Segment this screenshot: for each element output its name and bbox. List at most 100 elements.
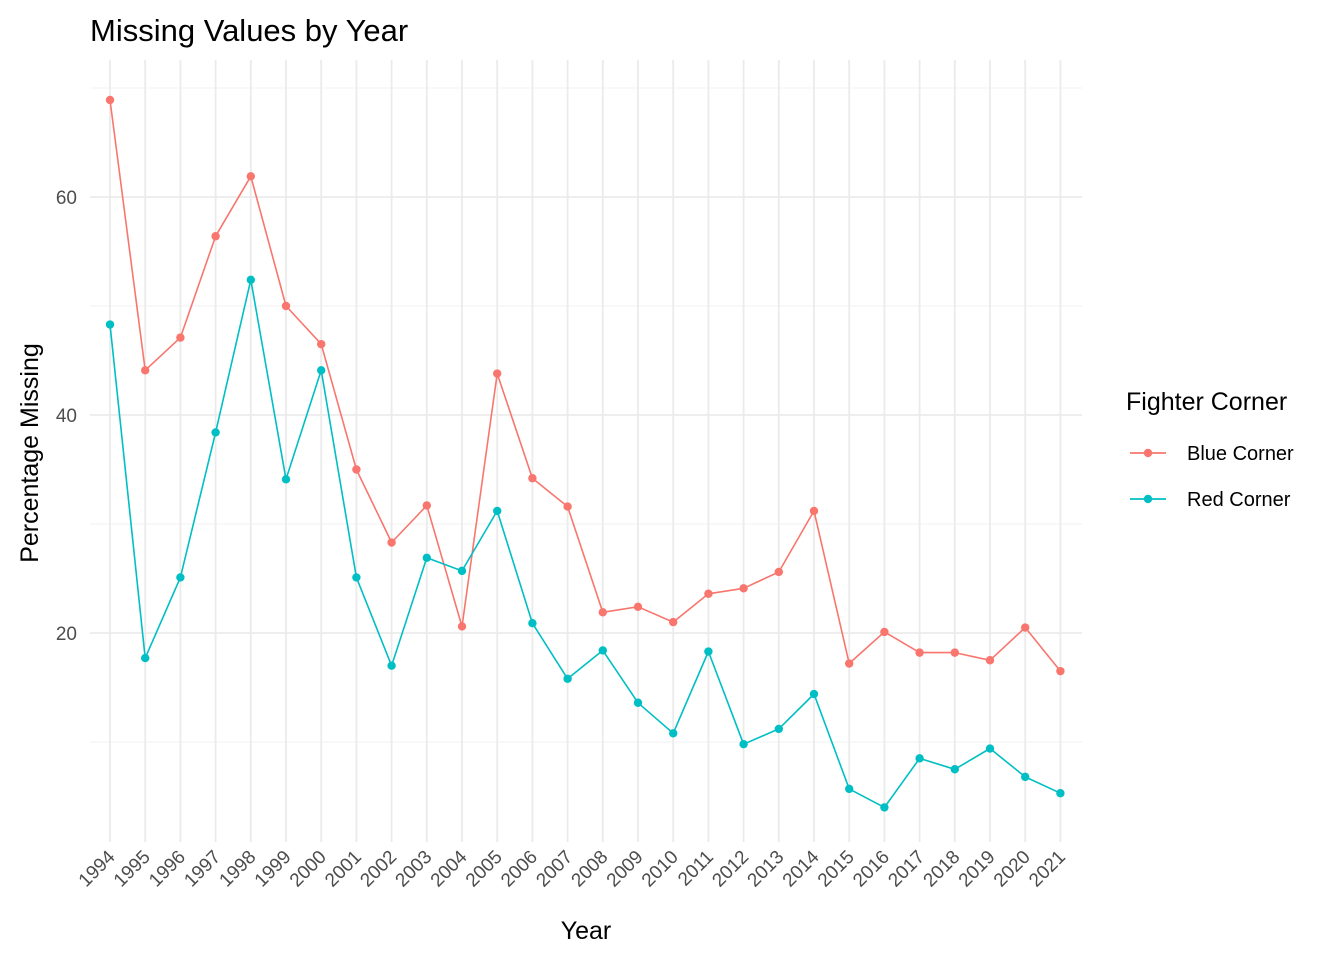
x-tick-label: 1995 xyxy=(110,847,155,892)
x-tick-label: 2016 xyxy=(849,847,894,892)
data-point-blue-corner xyxy=(105,95,115,105)
data-point-red-corner xyxy=(281,475,291,484)
data-point-blue-corner xyxy=(493,369,502,378)
data-point-red-corner xyxy=(387,661,396,670)
chart-title: Missing Values by Year xyxy=(90,13,408,48)
data-point-blue-corner xyxy=(317,339,326,349)
data-point-blue-corner xyxy=(422,501,431,510)
data-point-red-corner xyxy=(211,428,220,437)
x-tick-label: 2004 xyxy=(427,846,472,891)
data-point-red-corner xyxy=(704,647,713,656)
data-point-red-corner xyxy=(1020,772,1030,782)
x-tick-label: 2013 xyxy=(744,847,789,892)
data-point-blue-corner xyxy=(141,366,150,375)
y-axis-title: Percentage Missing xyxy=(16,343,44,563)
data-point-blue-corner xyxy=(457,622,467,631)
series-red-corner xyxy=(105,275,1065,812)
data-point-blue-corner xyxy=(633,602,643,612)
y-tick-label: 40 xyxy=(56,406,77,427)
data-point-red-corner xyxy=(105,320,115,329)
x-tick-label: 2003 xyxy=(392,847,437,892)
data-point-red-corner xyxy=(633,698,643,707)
data-point-blue-corner xyxy=(563,502,572,511)
data-point-red-corner xyxy=(845,784,854,794)
data-point-red-corner xyxy=(774,724,783,734)
series-line-red-corner xyxy=(109,278,1061,809)
data-point-blue-corner xyxy=(246,172,255,181)
x-tick-label: 1999 xyxy=(251,847,296,892)
data-point-red-corner xyxy=(352,573,361,582)
data-point-red-corner xyxy=(563,674,572,683)
legend-label-blue-corner: Blue Corner xyxy=(1187,443,1294,465)
series-blue-corner xyxy=(105,95,1065,676)
data-point-red-corner xyxy=(422,553,431,562)
x-tick-label: 1998 xyxy=(216,847,261,892)
y-tick-label: 20 xyxy=(56,624,77,645)
x-tick-label: 2010 xyxy=(638,847,683,892)
legend-title: Fighter Corner xyxy=(1126,388,1287,416)
data-point-red-corner xyxy=(246,275,255,285)
data-point-blue-corner xyxy=(176,333,185,342)
data-point-blue-corner xyxy=(809,506,819,516)
legend-marker-red-corner xyxy=(1143,494,1153,504)
x-tick-label: 2020 xyxy=(990,847,1035,892)
x-tick-label: 1997 xyxy=(180,847,225,892)
x-tick-label: 2017 xyxy=(884,847,929,892)
x-tick-label: 1996 xyxy=(145,847,190,892)
data-point-blue-corner xyxy=(880,627,889,637)
x-tick-label: 2012 xyxy=(708,847,753,892)
data-point-blue-corner xyxy=(281,301,291,311)
x-tick-label: 2002 xyxy=(356,847,401,892)
x-tick-label: 2000 xyxy=(286,847,331,892)
legend-label-red-corner: Red Corner xyxy=(1187,489,1291,511)
data-point-red-corner xyxy=(528,618,537,628)
grid xyxy=(90,60,1082,842)
data-point-blue-corner xyxy=(985,656,995,665)
data-point-blue-corner xyxy=(598,608,607,617)
data-point-red-corner xyxy=(739,739,748,749)
legend: Fighter Corner Blue Corner Red Corner xyxy=(1126,388,1294,511)
data-point-red-corner xyxy=(880,803,889,812)
data-point-blue-corner xyxy=(950,648,959,657)
data-point-blue-corner xyxy=(845,659,854,668)
series-line-blue-corner xyxy=(109,99,1062,672)
data-point-red-corner xyxy=(457,566,467,576)
data-point-blue-corner xyxy=(211,232,220,241)
data-point-red-corner xyxy=(317,366,326,375)
data-point-red-corner xyxy=(493,506,502,516)
data-point-red-corner xyxy=(809,689,819,699)
x-tick-label: 2011 xyxy=(674,847,718,891)
data-point-red-corner xyxy=(176,573,185,582)
data-point-red-corner xyxy=(915,754,924,763)
x-tick-label: 2008 xyxy=(568,847,613,892)
x-tick-label: 2005 xyxy=(462,847,507,892)
data-point-blue-corner xyxy=(739,584,748,593)
data-point-red-corner xyxy=(950,765,959,774)
data-point-red-corner xyxy=(669,729,678,738)
data-point-red-corner xyxy=(598,646,607,655)
data-point-blue-corner xyxy=(387,538,396,547)
data-point-blue-corner xyxy=(352,465,361,474)
x-tick-label: 1994 xyxy=(75,846,120,891)
data-point-red-corner xyxy=(985,744,995,753)
data-point-blue-corner xyxy=(915,648,924,657)
data-point-red-corner xyxy=(141,653,150,663)
x-tick-label: 2007 xyxy=(532,847,577,892)
data-point-blue-corner xyxy=(1056,666,1065,676)
legend-marker-blue-corner xyxy=(1143,448,1153,458)
data-point-red-corner xyxy=(1056,789,1065,798)
x-tick-label: 2015 xyxy=(814,847,859,892)
x-tick-label: 2001 xyxy=(321,847,366,892)
x-tick-label: 2021 xyxy=(1025,847,1070,892)
y-tick-label: 60 xyxy=(56,188,77,209)
x-tick-label: 2014 xyxy=(779,846,824,891)
y-axis-ticks: 20 40 60 xyxy=(56,188,77,645)
x-tick-label: 2006 xyxy=(497,847,542,892)
x-tick-label: 2009 xyxy=(603,847,648,892)
data-point-blue-corner xyxy=(704,589,713,598)
data-point-blue-corner xyxy=(1020,623,1030,632)
x-tick-label: 2019 xyxy=(955,847,1000,892)
x-axis-ticks: 1994199519961997199819992000200120022003… xyxy=(75,846,1070,891)
x-tick-label: 2018 xyxy=(920,847,965,892)
